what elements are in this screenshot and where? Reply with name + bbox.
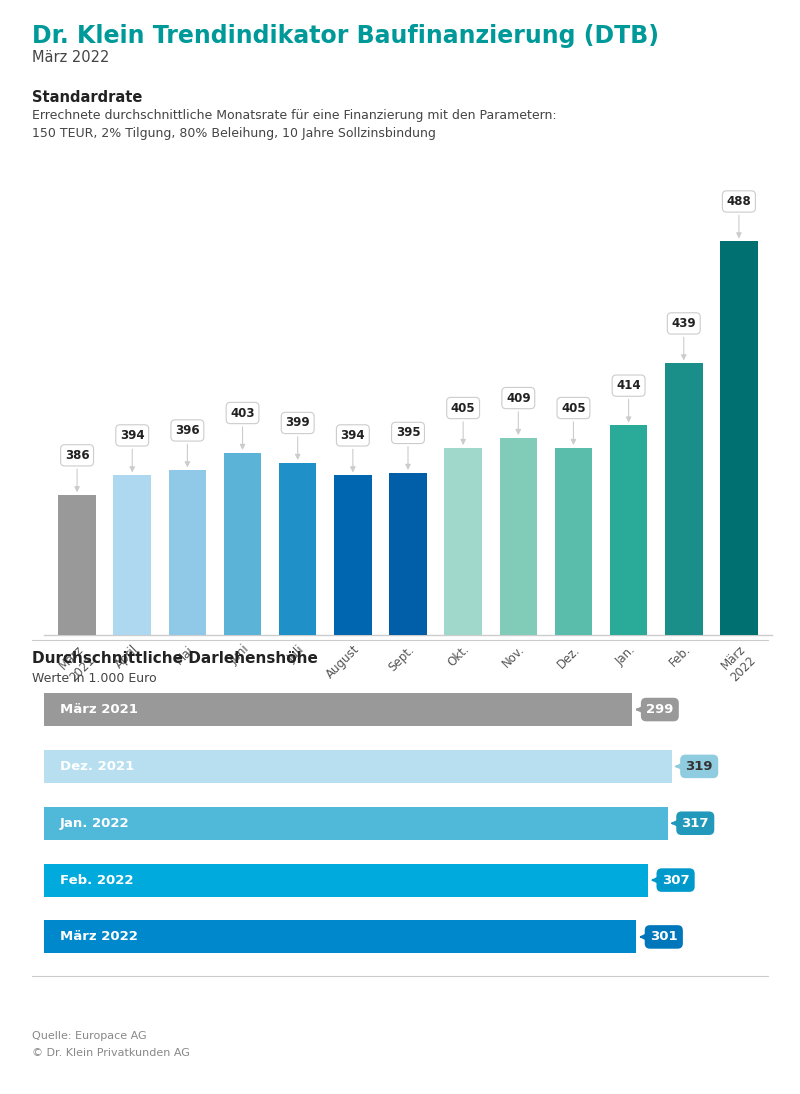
Text: Dez. 2021: Dez. 2021 — [60, 760, 134, 772]
Text: 386: 386 — [65, 449, 90, 491]
Text: März 2022: März 2022 — [60, 930, 138, 943]
Bar — [665, 363, 702, 1094]
Text: 403: 403 — [230, 407, 254, 449]
Bar — [445, 447, 482, 1094]
Bar — [114, 475, 151, 1094]
Bar — [44, 694, 632, 726]
Bar — [58, 496, 96, 1094]
Text: 414: 414 — [616, 380, 641, 421]
Bar — [44, 806, 668, 840]
Bar — [44, 920, 636, 953]
Bar — [499, 438, 537, 1094]
Text: 394: 394 — [120, 429, 145, 472]
Text: 399: 399 — [286, 417, 310, 458]
Text: Jan. 2022: Jan. 2022 — [60, 817, 130, 829]
Text: 394: 394 — [341, 429, 365, 472]
Text: 299: 299 — [637, 703, 674, 717]
Text: 405: 405 — [451, 401, 475, 444]
Text: 395: 395 — [396, 427, 420, 468]
Text: 301: 301 — [641, 930, 678, 943]
Text: 439: 439 — [671, 317, 696, 359]
Bar — [44, 863, 648, 897]
Text: 409: 409 — [506, 392, 530, 434]
Bar — [390, 473, 426, 1094]
Bar — [610, 426, 647, 1094]
Text: 317: 317 — [673, 817, 709, 829]
Bar — [169, 470, 206, 1094]
Text: 396: 396 — [175, 424, 200, 466]
Text: 488: 488 — [726, 195, 751, 237]
Bar — [334, 475, 371, 1094]
Text: Quelle: Europace AG: Quelle: Europace AG — [32, 1031, 146, 1040]
Text: 319: 319 — [677, 760, 713, 772]
Bar — [279, 463, 317, 1094]
Text: März 2022: März 2022 — [32, 50, 110, 66]
Text: © Dr. Klein Privatkunden AG: © Dr. Klein Privatkunden AG — [32, 1048, 190, 1058]
Text: 405: 405 — [561, 401, 586, 444]
Bar — [554, 447, 592, 1094]
Text: Durchschnittliche Darlehenshöhe: Durchschnittliche Darlehenshöhe — [32, 651, 318, 666]
Text: Standardrate: Standardrate — [32, 90, 142, 105]
Text: Feb. 2022: Feb. 2022 — [60, 874, 134, 886]
Bar — [224, 453, 262, 1094]
Text: März 2021: März 2021 — [60, 703, 138, 717]
Bar — [44, 749, 672, 783]
Text: 150 TEUR, 2% Tilgung, 80% Beleihung, 10 Jahre Sollzinsbindung: 150 TEUR, 2% Tilgung, 80% Beleihung, 10 … — [32, 127, 436, 140]
Text: Dr. Klein Trendindikator Baufinanzierung (DTB): Dr. Klein Trendindikator Baufinanzierung… — [32, 24, 659, 48]
Text: Errechnete durchschnittliche Monatsrate für eine Finanzierung mit den Parametern: Errechnete durchschnittliche Monatsrate … — [32, 109, 557, 123]
Text: Werte in 1.000 Euro: Werte in 1.000 Euro — [32, 672, 157, 685]
Bar — [720, 242, 758, 1094]
Text: 307: 307 — [653, 874, 690, 886]
